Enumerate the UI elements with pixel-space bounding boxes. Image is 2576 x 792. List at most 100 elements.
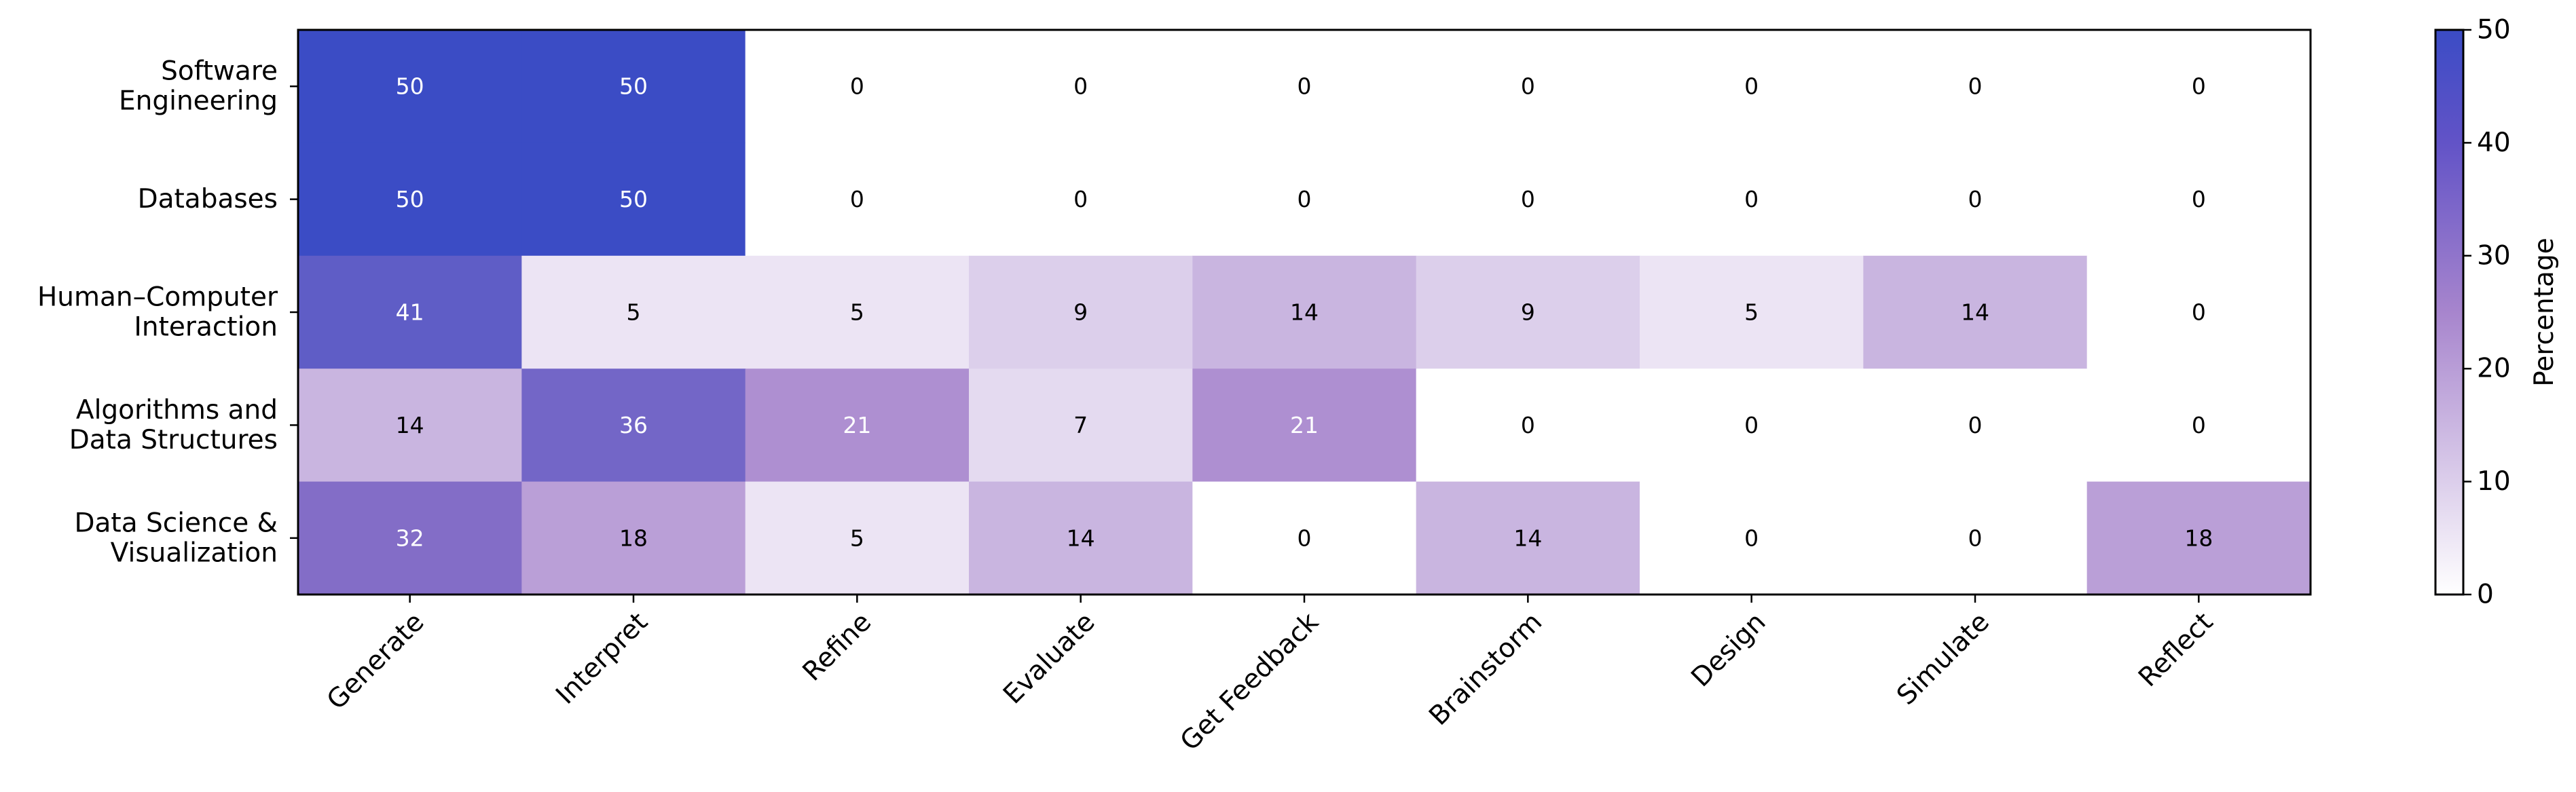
column-label: Interpret [550, 607, 654, 711]
column-label: Refine [797, 607, 878, 687]
heatmap-cell [1192, 481, 1417, 595]
colorbar-tick-label: 10 [2477, 466, 2511, 497]
colorbar-tick-label: 30 [2477, 240, 2511, 271]
heatmap-cell-labels: 50 50 0 0 0 0 0 0 050 50 0 0 0 0 0 0 041 5 5 9 14 9 5 14 014 36 21… [396, 73, 2213, 552]
heatmap-cell [298, 143, 522, 257]
cell-value-label: 50 [396, 186, 424, 212]
cell-value-label: 14 [1290, 299, 1319, 326]
heatmap-cell [969, 30, 1193, 143]
heatmap-cell [298, 369, 522, 483]
cell-value-label: 0 [2192, 412, 2206, 438]
cell-value-label: 14 [1513, 525, 1542, 551]
heatmap-cell [969, 255, 1193, 369]
heatmap-cell [521, 255, 746, 369]
cell-value-label: 0 [2192, 73, 2206, 100]
cell-value-label: 5 [850, 525, 864, 551]
cell-value-label: 9 [1521, 299, 1535, 326]
heatmap-cell [1863, 255, 2088, 369]
heatmap-cell [1192, 369, 1417, 483]
heatmap-cell [1863, 143, 2088, 257]
cell-value-label: 14 [1961, 299, 1989, 326]
cell-value-label: 21 [843, 412, 871, 438]
cell-value-label: 18 [2184, 525, 2213, 551]
cell-value-label: 9 [1073, 299, 1088, 326]
heatmap-cell [1640, 369, 1864, 483]
heatmap-cell [2086, 255, 2311, 369]
cell-value-label: 0 [850, 186, 864, 212]
cell-value-label: 0 [850, 73, 864, 100]
column-label: Simulate [1891, 607, 1995, 711]
heatmap-cell [1640, 255, 1864, 369]
cell-value-label: 0 [1521, 186, 1535, 212]
heatmap-cell [1192, 30, 1417, 143]
heatmap-cell [1640, 30, 1864, 143]
cell-value-label: 0 [1073, 73, 1088, 100]
heatmap-cell [298, 30, 522, 143]
row-label: Visualization [111, 538, 278, 568]
column-label: Design [1686, 607, 1772, 693]
colorbar [2434, 29, 2465, 596]
heatmap-cell [1192, 143, 1417, 257]
heatmap-cell [1640, 481, 1864, 595]
heatmap-cell [969, 481, 1193, 595]
row-label: Engineering [119, 86, 278, 117]
cell-value-label: 32 [396, 525, 424, 551]
cell-value-label: 21 [1290, 412, 1319, 438]
row-label: Interaction [134, 312, 278, 343]
heatmap-cell [521, 481, 746, 595]
cell-value-label: 14 [1067, 525, 1095, 551]
heatmap-cell [1416, 481, 1640, 595]
cell-value-label: 5 [1744, 299, 1759, 326]
heatmap-cell [1863, 481, 2088, 595]
colorbar-tick-label: 50 [2477, 15, 2511, 45]
cell-value-label: 41 [396, 299, 424, 326]
column-label: Get Feedback [1175, 607, 1325, 757]
heatmap-cell [1863, 30, 2088, 143]
cell-value-label: 0 [1744, 186, 1759, 212]
colorbar-tick-label: 0 [2477, 580, 2494, 610]
cell-value-label: 0 [1298, 73, 1312, 100]
row-label: Human–Computer [37, 282, 278, 313]
heatmap-cell [521, 30, 746, 143]
x-axis-labels: Generate Interpret Refine Evaluate Get Feedb… [321, 595, 2219, 757]
cell-value-label: 0 [1968, 73, 1983, 100]
cell-value-label: 50 [396, 73, 424, 100]
heatmap-cell [521, 369, 746, 483]
cell-value-label: 0 [1744, 412, 1759, 438]
row-label: Software [161, 56, 278, 87]
heatmap-cell [1640, 143, 1864, 257]
row-label: Algorithms and [76, 395, 278, 426]
heatmap-cell [1863, 369, 2088, 483]
heatmap-cell [521, 143, 746, 257]
row-label: Data Structures [69, 425, 278, 455]
heatmap-cell [745, 369, 970, 483]
cell-value-label: 14 [396, 412, 424, 438]
cell-value-label: 0 [1968, 412, 1983, 438]
heatmap-cell [2086, 481, 2311, 595]
cell-value-label: 50 [619, 186, 648, 212]
heatmap-cell [745, 481, 970, 595]
cell-value-label: 5 [850, 299, 864, 326]
heatmap-cell [1416, 143, 1640, 257]
column-label: Reflect [2133, 607, 2219, 693]
heatmap-cell [745, 255, 970, 369]
heatmap-cells [298, 30, 2311, 595]
heatmap-cell [2086, 143, 2311, 257]
heatmap-cell [2086, 30, 2311, 143]
heatmap-cell [745, 143, 970, 257]
heatmap-cell [1416, 30, 1640, 143]
colorbar-tick-label: 40 [2477, 128, 2511, 158]
cell-value-label: 0 [2192, 186, 2206, 212]
heatmap-cell [1192, 255, 1417, 369]
heatmap-cell [1416, 369, 1640, 483]
column-label: Brainstorm [1423, 607, 1548, 732]
colorbar-ticks: 0 10 20 30 40 50 [2463, 15, 2511, 610]
cell-value-label: 0 [1744, 525, 1759, 551]
cell-value-label: 0 [1298, 186, 1312, 212]
column-label: Evaluate [997, 607, 1101, 710]
heatmap-cell [298, 481, 522, 595]
row-label: Databases [138, 184, 278, 214]
cell-value-label: 5 [627, 299, 641, 326]
